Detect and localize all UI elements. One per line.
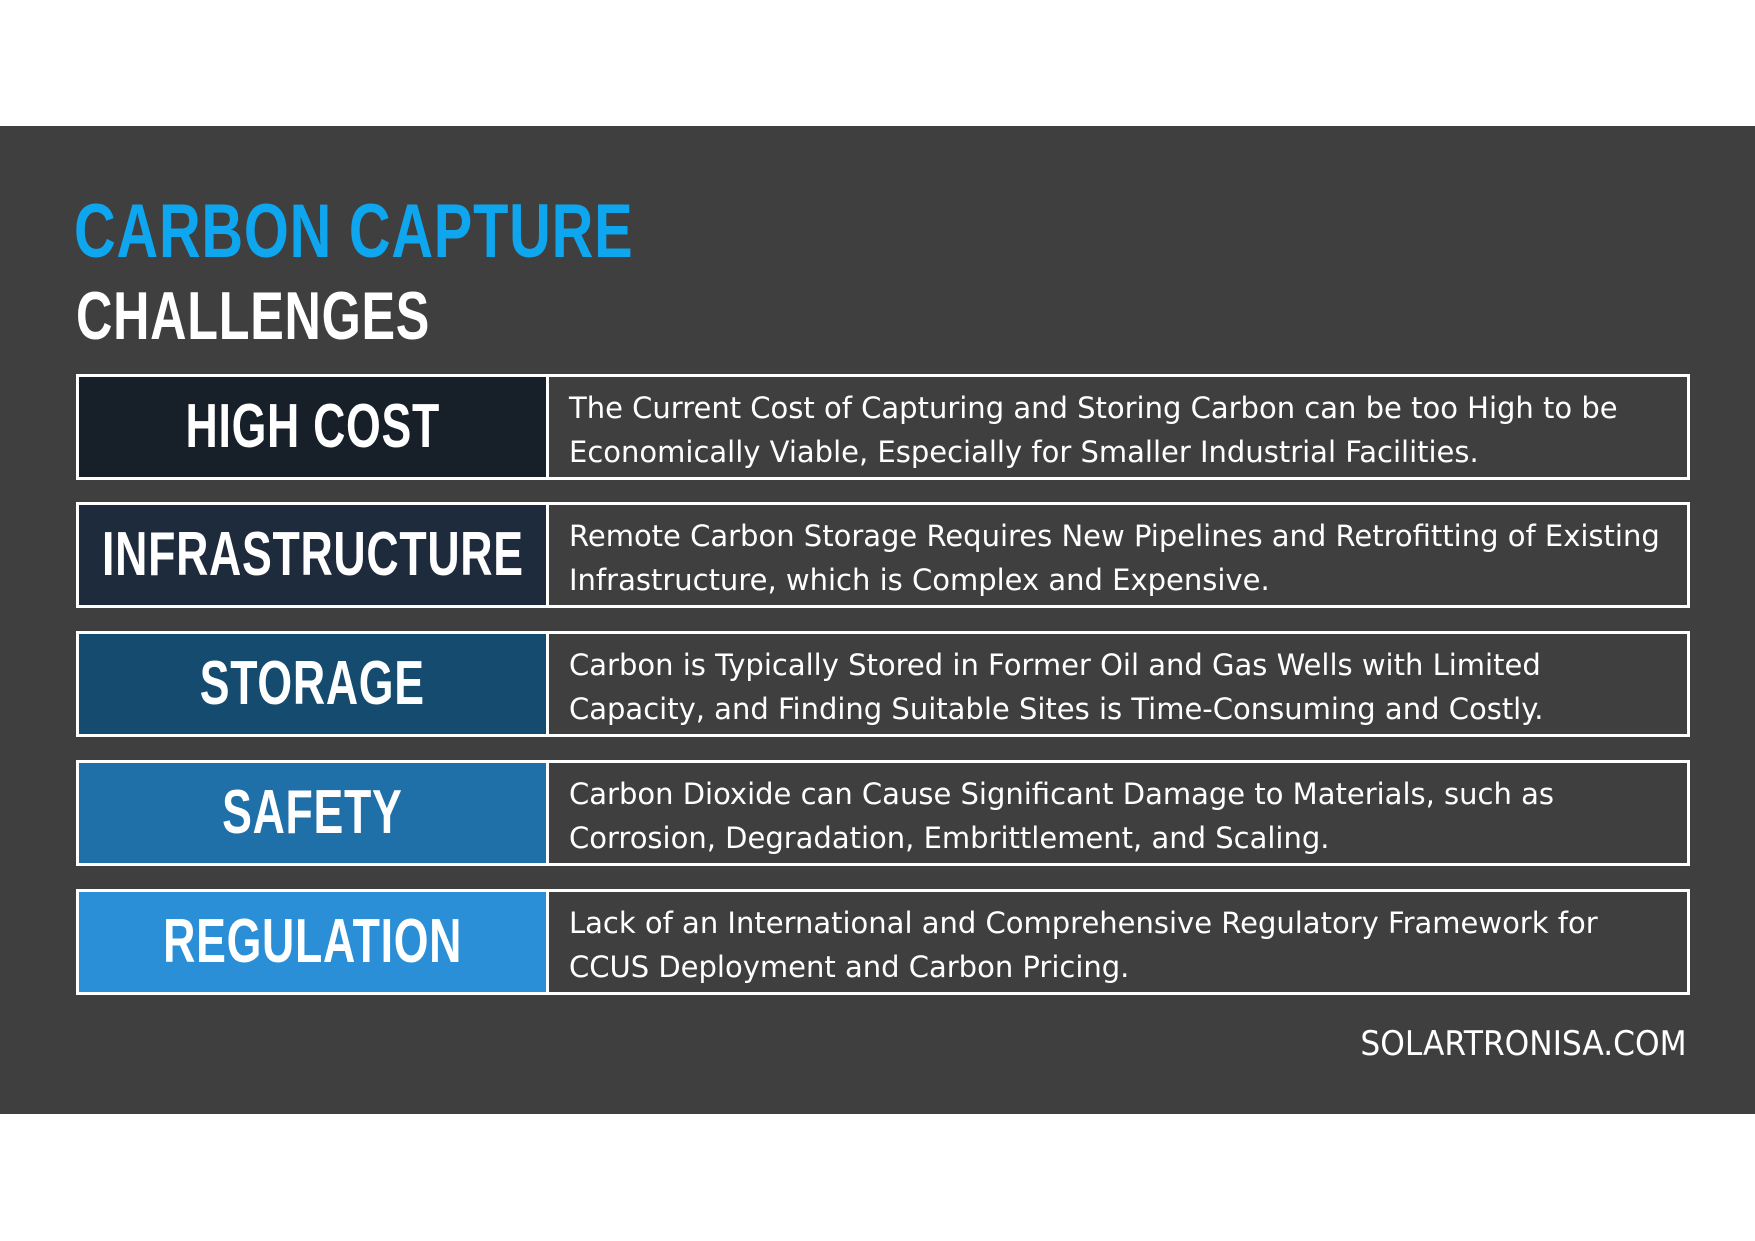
challenge-row-safety: SAFETY Carbon Dioxide can Cause Signific… <box>76 760 1690 866</box>
challenge-description: Carbon Dioxide can Cause Significant Dam… <box>546 760 1690 866</box>
slide-panel: CARBON CAPTURE CHALLENGES HIGH COST The … <box>0 126 1755 1114</box>
challenge-description: The Current Cost of Capturing and Storin… <box>546 374 1690 480</box>
challenge-label-box: REGULATION <box>76 889 546 995</box>
challenge-row-high-cost: HIGH COST The Current Cost of Capturing … <box>76 374 1690 480</box>
challenge-label-box: INFRASTRUCTURE <box>76 502 546 608</box>
challenge-label-box: STORAGE <box>76 631 546 737</box>
challenge-label: REGULATION <box>162 907 463 976</box>
challenge-description: Carbon is Typically Stored in Former Oil… <box>546 631 1690 737</box>
challenge-label: HIGH COST <box>185 392 440 461</box>
challenge-label: SAFETY <box>222 778 403 847</box>
challenge-label-box: HIGH COST <box>76 374 546 480</box>
challenge-row-storage: STORAGE Carbon is Typically Stored in Fo… <box>76 631 1690 737</box>
challenge-row-regulation: REGULATION Lack of an International and … <box>76 889 1690 995</box>
website-footer: SOLARTRONISA.COM <box>1360 1024 1687 1064</box>
page-title: CARBON CAPTURE <box>74 189 634 274</box>
challenge-row-infrastructure: INFRASTRUCTURE Remote Carbon Storage Req… <box>76 502 1690 608</box>
challenge-description: Remote Carbon Storage Requires New Pipel… <box>546 502 1690 608</box>
challenge-label: INFRASTRUCTURE <box>101 520 524 589</box>
challenge-label: STORAGE <box>200 649 425 718</box>
challenge-label-box: SAFETY <box>76 760 546 866</box>
page-subtitle: CHALLENGES <box>76 278 431 354</box>
challenge-description: Lack of an International and Comprehensi… <box>546 889 1690 995</box>
